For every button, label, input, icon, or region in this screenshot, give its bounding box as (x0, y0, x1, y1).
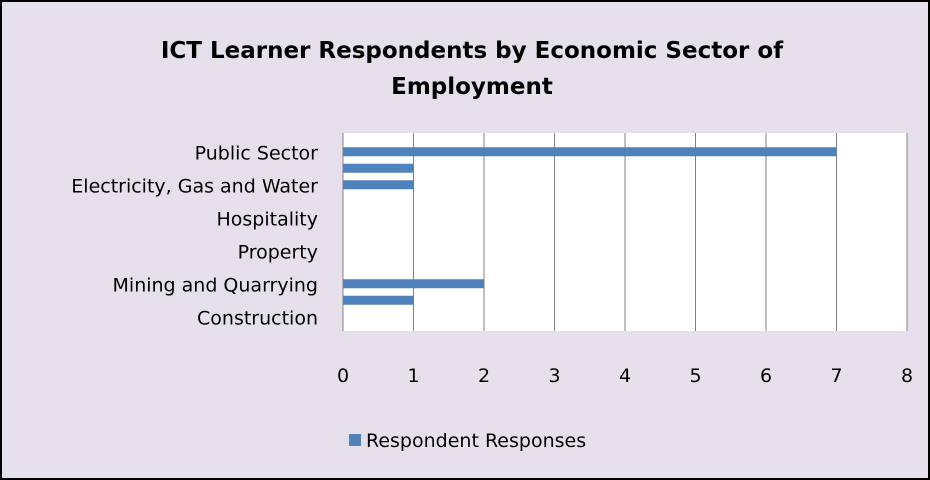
category-label: Hospitality (217, 209, 319, 231)
x-tick-label: 8 (901, 365, 913, 387)
chart-title-line-2: Employment (391, 74, 553, 100)
bar (343, 180, 414, 190)
bar (343, 163, 414, 173)
legend-swatch (349, 434, 361, 446)
x-tick-label: 3 (548, 365, 560, 387)
x-tick-label: 5 (689, 365, 701, 387)
category-label: Electricity, Gas and Water (71, 176, 318, 198)
category-label: Public Sector (195, 143, 319, 165)
x-tick-label: 4 (619, 365, 631, 387)
category-label: Property (238, 242, 318, 264)
x-tick-label: 6 (760, 365, 772, 387)
bar (343, 279, 484, 289)
x-tick-label: 0 (337, 365, 349, 387)
x-tick-label: 2 (478, 365, 490, 387)
chart-title-line-1: ICT Learner Respondents by Economic Sect… (161, 38, 784, 64)
bar (343, 147, 837, 157)
bar (343, 295, 414, 305)
x-tick-label: 1 (407, 365, 419, 387)
category-label: Construction (197, 308, 318, 330)
x-tick-labels: 0 1 2 3 4 5 6 7 8 (337, 365, 913, 387)
category-labels: Public Sector Electricity, Gas and Water H… (71, 143, 318, 330)
x-tick-label: 7 (830, 365, 842, 387)
legend-label: Respondent Responses (366, 430, 586, 452)
bar-series (343, 147, 837, 305)
category-label: Mining and Quarrying (113, 275, 318, 297)
